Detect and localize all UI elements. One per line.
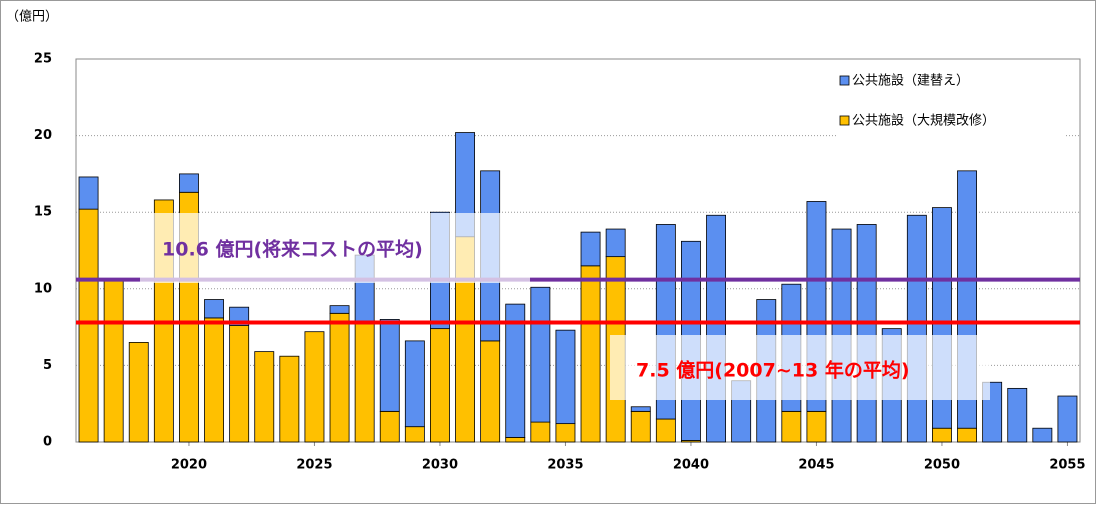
bar-segment (430, 328, 450, 443)
bar-segment (856, 224, 877, 443)
bar-segment (957, 427, 977, 443)
bar-segment (1032, 427, 1053, 443)
bar-segment (630, 406, 651, 412)
bar-segment (103, 279, 124, 443)
y-unit-label: （億円） (6, 9, 58, 25)
bar-segment (254, 351, 275, 443)
x-tick-label: 2050 (924, 458, 960, 473)
bar-segment (354, 322, 375, 443)
bar-segment (1057, 395, 1078, 443)
bar-segment (204, 317, 224, 443)
bar-segment (379, 410, 400, 443)
bar-segment (505, 303, 526, 438)
legend-label: 公共施設（大規模改修） (852, 113, 995, 129)
bar-segment (655, 418, 676, 443)
bar-segment (530, 421, 551, 443)
bar-segment (932, 427, 952, 443)
bar-segment (379, 319, 400, 412)
bar-segment (480, 340, 501, 443)
bar-segment (404, 426, 425, 443)
bar-segment (128, 342, 149, 443)
bar-segment (329, 305, 350, 314)
bar-segment (505, 437, 526, 443)
annotation: 10.6 億円(将来コストの平均) (162, 238, 423, 261)
bar-segment (204, 299, 224, 319)
annotation-box (140, 213, 530, 283)
bar-segment (229, 325, 250, 443)
bar-segment (580, 265, 601, 443)
bar-segment (580, 231, 601, 267)
x-tick-label: 2045 (798, 458, 834, 473)
legend-swatch (839, 115, 850, 126)
bar-segment (78, 208, 99, 443)
bar-segment (555, 329, 576, 425)
y-tick-label: 10 (34, 281, 52, 296)
annotation-box (610, 335, 990, 400)
bar-segment (304, 331, 325, 443)
x-tick-label: 2040 (673, 458, 709, 473)
y-tick-label: 20 (34, 128, 52, 143)
y-tick-label: 15 (34, 205, 52, 220)
bar-segment (605, 228, 626, 258)
y-tick-label: 0 (43, 435, 52, 450)
legend-box (836, 66, 1066, 146)
bar-segment (781, 410, 802, 443)
legend-label: 公共施設（建替え） (852, 73, 969, 89)
bar-segment (78, 176, 99, 210)
x-tick-label: 2025 (296, 458, 332, 473)
x-tick-label: 2030 (422, 458, 458, 473)
bar-segment (329, 312, 350, 443)
bar-segment (1007, 387, 1028, 443)
legend-swatch (839, 75, 850, 86)
y-tick-label: 5 (43, 358, 52, 373)
bar-segment (404, 340, 425, 428)
annotation: 7.5 億円(2007~13 年の平均) (636, 359, 910, 382)
y-tick-label: 25 (34, 52, 52, 67)
bar-segment (706, 214, 726, 443)
x-tick-label: 2035 (547, 458, 583, 473)
bar-segment (530, 286, 551, 423)
bar-segment (906, 214, 927, 443)
bar-segment (555, 423, 576, 443)
bar-segment (279, 355, 300, 443)
bar-segment (179, 173, 199, 193)
bar-segment (630, 410, 651, 443)
x-tick-label: 2020 (171, 458, 207, 473)
x-tick-label: 2055 (1049, 458, 1085, 473)
bar-segment (806, 410, 827, 443)
